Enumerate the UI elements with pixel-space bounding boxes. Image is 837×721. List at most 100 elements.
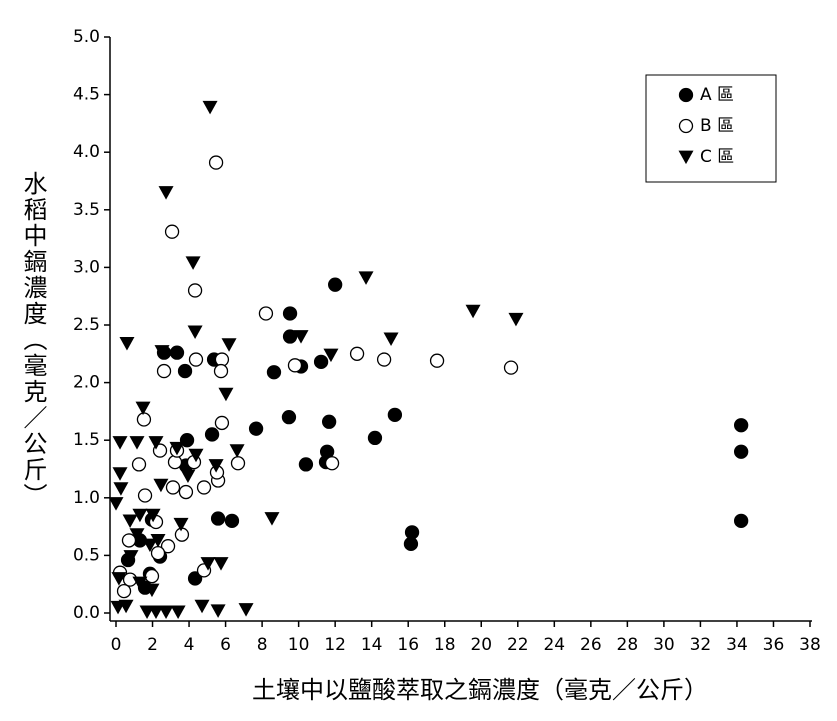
y-tick-label: 0.5 bbox=[73, 545, 100, 565]
data-point bbox=[282, 306, 298, 321]
data-point bbox=[358, 271, 374, 285]
data-point bbox=[208, 459, 224, 473]
data-point bbox=[238, 603, 254, 617]
x-tick-label: 38 bbox=[799, 635, 821, 655]
data-point bbox=[131, 457, 147, 472]
x-tick-label: 26 bbox=[580, 635, 602, 655]
data-point bbox=[248, 421, 264, 436]
data-point bbox=[169, 441, 185, 456]
data-point bbox=[323, 348, 339, 363]
data-point bbox=[324, 456, 340, 471]
x-tick-label: 12 bbox=[324, 635, 346, 655]
y-tick-label: 2.0 bbox=[73, 373, 100, 393]
y-tick-label: 3.5 bbox=[73, 200, 100, 220]
data-point bbox=[156, 363, 172, 379]
data-point bbox=[229, 444, 245, 458]
data-point bbox=[132, 576, 148, 591]
x-tick-label: 32 bbox=[690, 635, 712, 655]
x-tick-label: 0 bbox=[111, 635, 122, 655]
data-point bbox=[210, 511, 226, 526]
data-point bbox=[224, 513, 240, 528]
data-point bbox=[208, 155, 224, 170]
data-point bbox=[116, 583, 132, 599]
data-point bbox=[129, 528, 145, 542]
data-point bbox=[376, 352, 392, 367]
data-point bbox=[403, 536, 419, 552]
data-point bbox=[508, 312, 524, 327]
data-point bbox=[188, 448, 204, 463]
data-point bbox=[383, 332, 399, 346]
data-point bbox=[173, 517, 189, 532]
data-point bbox=[144, 568, 160, 584]
y-tick-label: 2.5 bbox=[73, 315, 100, 335]
data-point bbox=[282, 329, 298, 344]
x-tick-label: 10 bbox=[288, 635, 310, 655]
data-point bbox=[210, 604, 226, 618]
data-point bbox=[287, 358, 303, 373]
y-tick-label: 3.0 bbox=[73, 257, 100, 277]
data-point bbox=[429, 353, 445, 368]
y-tick-label: 5.0 bbox=[73, 27, 100, 47]
data-point bbox=[169, 345, 185, 360]
data-point bbox=[174, 527, 190, 542]
data-point bbox=[733, 444, 749, 459]
x-tick-label: 18 bbox=[434, 635, 456, 655]
data-point bbox=[119, 337, 135, 351]
data-point bbox=[145, 508, 161, 523]
data-point bbox=[187, 325, 203, 340]
data-point bbox=[185, 256, 201, 270]
x-axis-title: 土壤中以鹽酸萃取之鎘濃度（毫克／公斤） bbox=[252, 676, 708, 704]
data-point bbox=[178, 484, 194, 500]
legend-label: B 區 bbox=[700, 116, 734, 136]
data-point bbox=[137, 488, 153, 503]
data-point bbox=[111, 572, 127, 586]
data-point bbox=[180, 469, 196, 484]
x-tick-label: 4 bbox=[184, 635, 195, 655]
data-point bbox=[298, 457, 314, 472]
y-axis-title: 水稻中鎘濃度（毫克／公斤） bbox=[19, 171, 47, 509]
x-tick-label: 20 bbox=[470, 635, 492, 655]
data-point bbox=[113, 482, 129, 496]
data-point bbox=[129, 436, 145, 450]
data-point bbox=[148, 436, 164, 450]
data-point bbox=[194, 599, 210, 614]
data-point bbox=[148, 605, 164, 619]
data-point bbox=[221, 338, 237, 352]
data-point bbox=[177, 363, 193, 379]
data-point bbox=[328, 277, 343, 292]
y-tick-label: 0.0 bbox=[73, 603, 100, 623]
data-point bbox=[142, 538, 158, 553]
data-point bbox=[122, 514, 138, 528]
data-point bbox=[188, 352, 204, 367]
data-point bbox=[164, 224, 180, 239]
data-point bbox=[214, 415, 230, 431]
data-point bbox=[202, 100, 218, 115]
data-point bbox=[313, 354, 329, 370]
y-tick-label: 1.5 bbox=[73, 430, 100, 450]
data-point bbox=[187, 283, 203, 298]
data-point bbox=[733, 418, 749, 433]
data-point bbox=[150, 534, 166, 548]
data-point bbox=[258, 306, 274, 321]
x-tick-label: 16 bbox=[397, 635, 419, 655]
data-point bbox=[349, 346, 365, 361]
data-point bbox=[367, 430, 383, 446]
x-tick-label: 22 bbox=[507, 635, 529, 655]
x-tick-label: 30 bbox=[653, 635, 675, 655]
data-point bbox=[144, 583, 160, 598]
y-tick-label: 1.0 bbox=[73, 488, 100, 508]
data-point bbox=[230, 456, 246, 471]
x-tick-label: 6 bbox=[220, 635, 231, 655]
data-point bbox=[112, 467, 128, 481]
legend-marker bbox=[678, 87, 694, 103]
data-point bbox=[154, 345, 170, 359]
data-point bbox=[121, 533, 137, 548]
data-point bbox=[465, 304, 481, 319]
data-point bbox=[179, 433, 195, 448]
legend-label: C 區 bbox=[700, 147, 734, 167]
data-point bbox=[321, 414, 337, 429]
x-tick-label: 28 bbox=[617, 635, 639, 655]
data-point bbox=[118, 599, 134, 614]
data-point bbox=[136, 412, 152, 427]
